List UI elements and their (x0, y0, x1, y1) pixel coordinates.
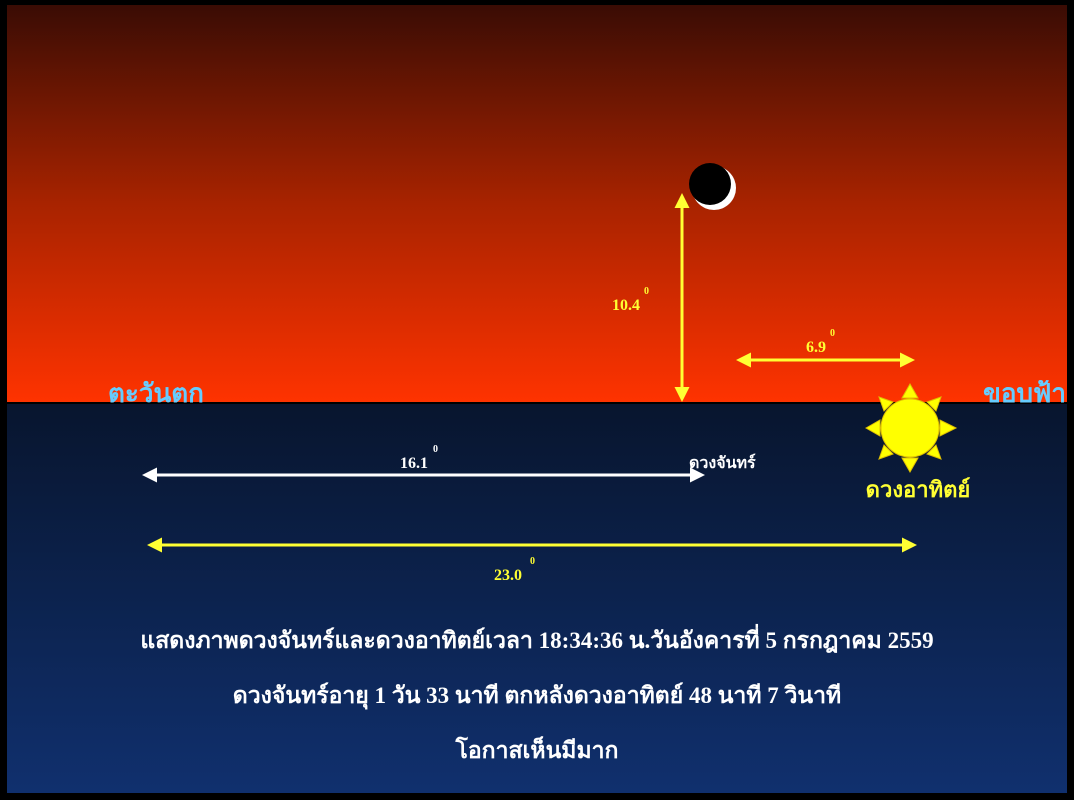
horizon-label: ขอบฟ้า (983, 379, 1066, 408)
caption: ดวงจันทร์อายุ 1 วัน 33 นาที ตกหลังดวงอาท… (233, 682, 841, 710)
sun-label: ดวงอาทิตย์ (866, 477, 971, 502)
angle-unit: 0 (530, 556, 535, 567)
angle-unit: 0 (830, 328, 835, 339)
angle-label: 16.1 (400, 455, 428, 472)
caption: โอกาสเห็นมีมาก (455, 735, 619, 763)
angle-label: 10.4 (612, 297, 640, 314)
sun (864, 382, 958, 474)
angle-label: 23.0 (494, 567, 522, 584)
caption: แสดงภาพดวงจันทร์และดวงอาทิตย์เวลา 18:34:… (140, 623, 933, 653)
angle-label: 6.9 (806, 339, 826, 356)
angle-unit: 0 (644, 286, 649, 297)
angle-unit: 0 (433, 444, 438, 455)
sky (7, 5, 1067, 403)
moon-label: ดวงจันทร์ (689, 453, 756, 472)
moon (689, 163, 736, 210)
west-label: ตะวันตก (108, 379, 204, 408)
